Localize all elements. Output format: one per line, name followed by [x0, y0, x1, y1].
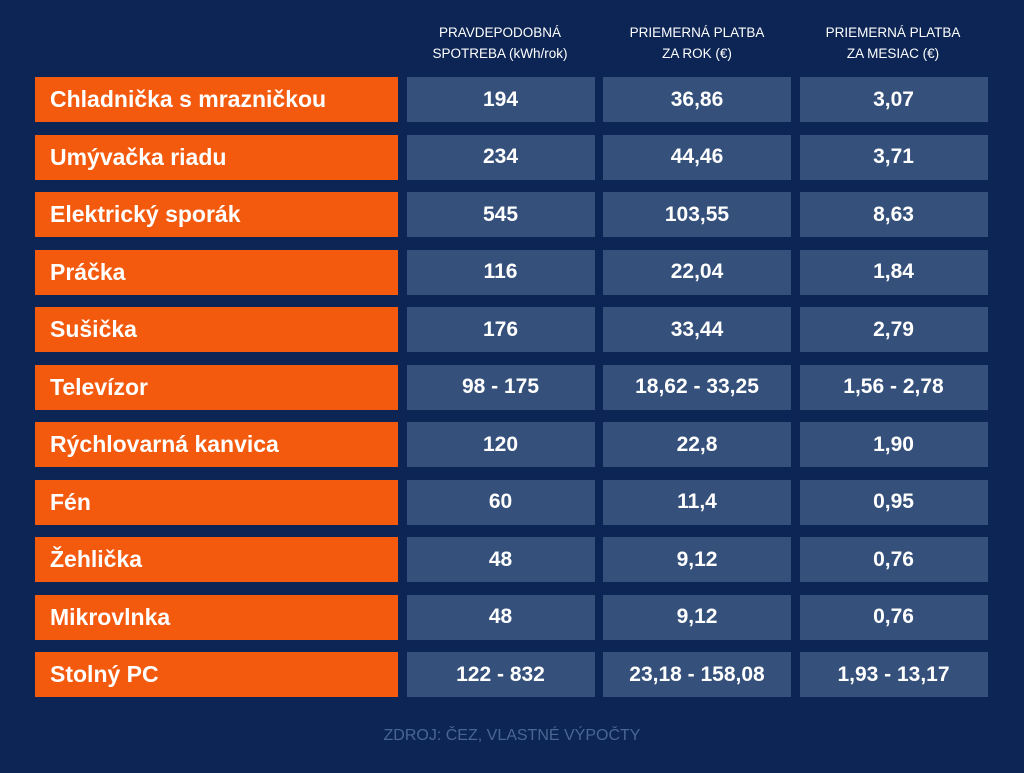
consumption-cell: 120 — [406, 422, 595, 467]
header-monthly-payment: PRIEMERNÁ PLATBA ZA MESIAC (€) — [799, 22, 987, 64]
consumption-cell: 545 — [406, 192, 595, 237]
header-consumption: PRAVDEPODOBNÁ SPOTREBA (kWh/rok) — [406, 22, 594, 64]
header-line: SPOTREBA (kWh/rok) — [432, 46, 568, 61]
header-yearly-payment: PRIEMERNÁ PLATBA ZA ROK (€) — [603, 22, 791, 64]
table-row: Televízor 98 - 175 18,62 - 33,25 1,56 - 2,7… — [35, 364, 988, 410]
header-line: PRIEMERNÁ PLATBA — [825, 25, 961, 40]
yearly-payment-cell: 22,04 — [603, 249, 791, 295]
monthly-payment-cell: 0,76 — [799, 537, 988, 582]
appliance-table: Chladnička s mrazničkou 194 36,86 3,07 Umýva… — [35, 77, 988, 710]
table-row: Práčka 116 22,04 1,84 — [35, 249, 988, 295]
consumption-cell: 98 - 175 — [406, 364, 595, 410]
monthly-payment-cell: 1,93 - 13,17 — [799, 652, 988, 697]
yearly-payment-cell: 9,12 — [603, 537, 791, 582]
monthly-payment-cell: 1,84 — [799, 249, 988, 295]
appliance-name: Žehlička — [35, 537, 398, 582]
yearly-payment-cell: 103,55 — [603, 192, 791, 237]
monthly-payment-cell: 0,95 — [799, 479, 988, 525]
consumption-cell: 48 — [406, 594, 595, 640]
appliance-name: Práčka — [35, 249, 398, 295]
yearly-payment-cell: 36,86 — [603, 77, 791, 122]
monthly-payment-cell: 1,56 - 2,78 — [799, 364, 988, 410]
consumption-cell: 122 - 832 — [406, 652, 595, 697]
table-row: Žehlička 48 9,12 0,76 — [35, 537, 988, 582]
header-line: ZA MESIAC (€) — [846, 46, 940, 61]
table-row: Stolný PC 122 - 832 23,18 - 158,08 1,93 - 1… — [35, 652, 988, 697]
yearly-payment-cell: 33,44 — [603, 307, 791, 352]
header-line: PRIEMERNÁ PLATBA — [629, 25, 765, 40]
header-line: ZA ROK (€) — [662, 46, 732, 61]
consumption-cell: 48 — [406, 537, 595, 582]
yearly-payment-cell: 9,12 — [603, 594, 791, 640]
appliance-name: Fén — [35, 479, 398, 525]
monthly-payment-cell: 3,71 — [799, 134, 988, 180]
table-row: Chladnička s mrazničkou 194 36,86 3,07 — [35, 77, 988, 122]
yearly-payment-cell: 11,4 — [603, 479, 791, 525]
consumption-cell: 234 — [406, 134, 595, 180]
header-line: PRAVDEPODOBNÁ — [438, 25, 562, 40]
appliance-name: Chladnička s mrazničkou — [35, 77, 398, 122]
source-note: ZDROJ: ČEZ, VLASTNÉ VÝPOČTY — [383, 727, 641, 744]
consumption-cell: 116 — [406, 249, 595, 295]
consumption-cell: 176 — [406, 307, 595, 352]
yearly-payment-cell: 44,46 — [603, 134, 791, 180]
appliance-name: Mikrovlnka — [35, 594, 398, 640]
monthly-payment-cell: 8,63 — [799, 192, 988, 237]
monthly-payment-cell: 2,79 — [799, 307, 988, 352]
appliance-name: Rýchlovarná kanvica — [35, 422, 398, 467]
table-row: Mikrovlnka 48 9,12 0,76 — [35, 594, 988, 640]
yearly-payment-cell: 23,18 - 158,08 — [603, 652, 791, 697]
monthly-payment-cell: 3,07 — [799, 77, 988, 122]
table-row: Rýchlovarná kanvica 120 22,8 1,90 — [35, 422, 988, 467]
consumption-cell: 194 — [406, 77, 595, 122]
table-row: Elektrický sporák 545 103,55 8,63 — [35, 192, 988, 237]
appliance-name: Stolný PC — [35, 652, 398, 697]
table-row: Umývačka riadu 234 44,46 3,71 — [35, 134, 988, 180]
appliance-name: Sušička — [35, 307, 398, 352]
monthly-payment-cell: 1,90 — [799, 422, 988, 467]
yearly-payment-cell: 18,62 - 33,25 — [603, 364, 791, 410]
appliance-name: Umývačka riadu — [35, 134, 398, 180]
yearly-payment-cell: 22,8 — [603, 422, 791, 467]
consumption-cell: 60 — [406, 479, 595, 525]
appliance-name: Televízor — [35, 364, 398, 410]
appliance-name: Elektrický sporák — [35, 192, 398, 237]
table-row: Fén 60 11,4 0,95 — [35, 479, 988, 525]
monthly-payment-cell: 0,76 — [799, 594, 988, 640]
table-row: Sušička 176 33,44 2,79 — [35, 307, 988, 352]
